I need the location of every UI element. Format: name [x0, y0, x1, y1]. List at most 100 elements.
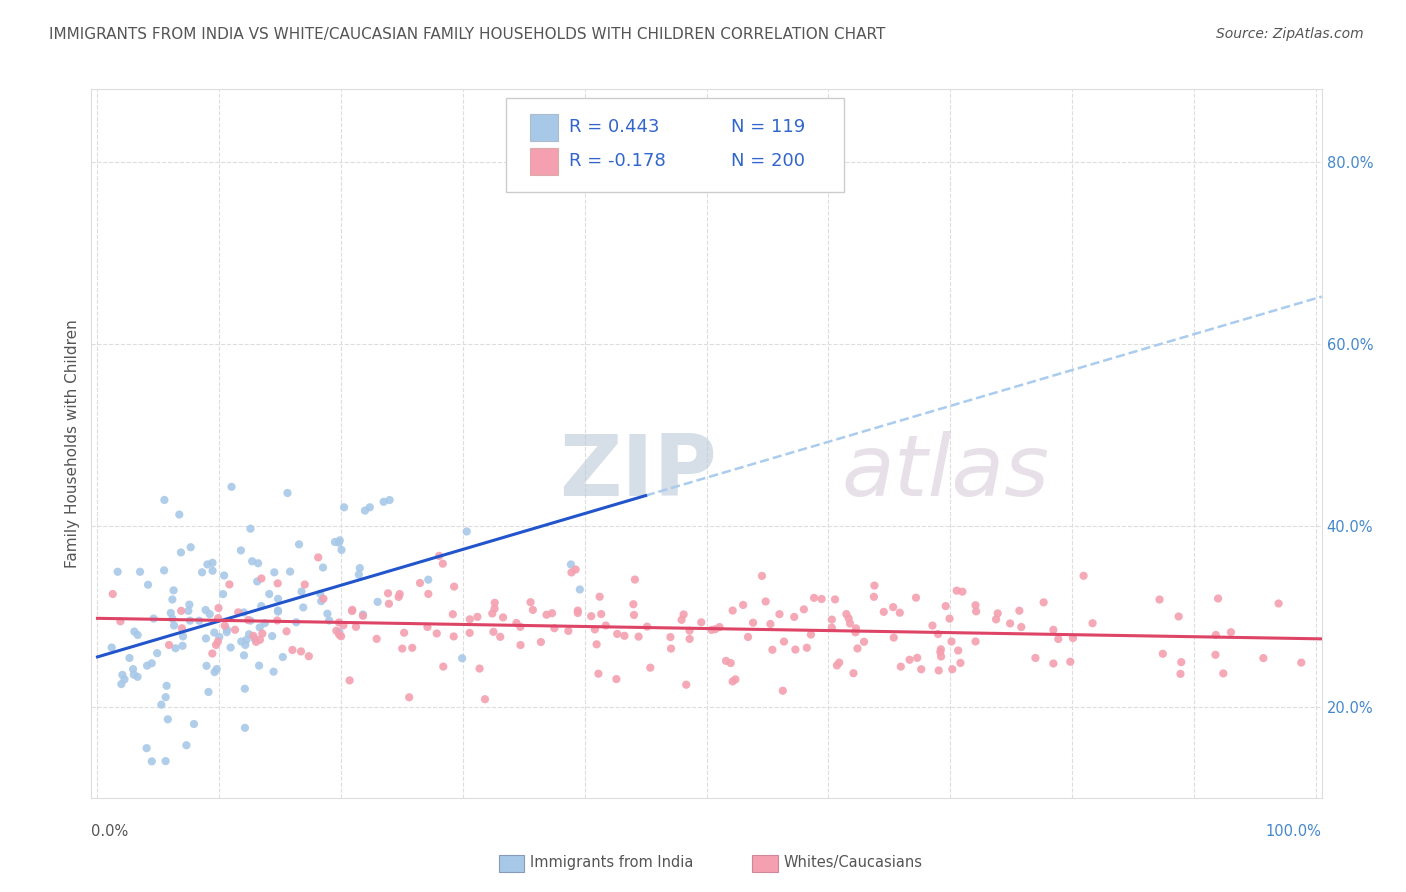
Point: [505, 615, 527, 630]
Point: [564, 562, 586, 576]
Point: [427, 549, 450, 563]
Point: [636, 619, 658, 633]
Point: [201, 556, 224, 570]
Point: [724, 673, 747, 687]
Point: [208, 630, 231, 644]
Point: [579, 609, 602, 624]
Point: [1253, 651, 1275, 665]
Text: atlas: atlas: [842, 431, 1050, 514]
Point: [678, 624, 700, 638]
Point: [250, 599, 273, 613]
Point: [905, 650, 928, 665]
Point: [543, 621, 565, 635]
Point: [468, 662, 491, 676]
Point: [194, 603, 217, 617]
Point: [170, 604, 193, 618]
Point: [671, 613, 693, 627]
Point: [401, 640, 423, 655]
Point: [451, 651, 474, 665]
Point: [509, 638, 531, 652]
Point: [853, 634, 876, 648]
Point: [941, 662, 963, 676]
Point: [378, 493, 401, 508]
Point: [846, 641, 869, 656]
Point: [221, 480, 243, 494]
Point: [316, 607, 339, 621]
Text: 100.0%: 100.0%: [1265, 824, 1322, 838]
Point: [605, 672, 627, 686]
Point: [218, 577, 240, 591]
Point: [591, 607, 613, 621]
Point: [342, 603, 364, 617]
Text: R = -0.178: R = -0.178: [569, 152, 666, 169]
Point: [180, 541, 202, 555]
Point: [325, 624, 347, 638]
Point: [904, 591, 927, 605]
Point: [1212, 666, 1234, 681]
Point: [938, 612, 960, 626]
Point: [207, 601, 229, 615]
Text: N = 200: N = 200: [731, 152, 806, 169]
Point: [761, 642, 783, 657]
Point: [155, 754, 177, 768]
Point: [235, 632, 257, 647]
Point: [202, 625, 225, 640]
Point: [1170, 655, 1192, 669]
Point: [247, 658, 270, 673]
Point: [281, 643, 304, 657]
Point: [557, 624, 579, 638]
Point: [987, 607, 1010, 621]
Point: [163, 618, 186, 632]
Point: [294, 577, 316, 591]
Point: [207, 634, 229, 648]
Point: [821, 613, 844, 627]
Point: [231, 634, 253, 648]
Point: [236, 613, 259, 627]
Point: [136, 658, 159, 673]
Point: [212, 568, 235, 582]
Point: [536, 607, 558, 622]
Point: [201, 647, 224, 661]
Point: [1167, 609, 1189, 624]
Point: [484, 601, 506, 615]
Point: [606, 627, 628, 641]
Point: [246, 574, 269, 589]
Point: [1267, 597, 1289, 611]
Point: [333, 500, 356, 515]
Point: [624, 573, 647, 587]
Point: [541, 606, 564, 620]
Point: [889, 606, 911, 620]
Point: [1152, 647, 1174, 661]
Point: [162, 592, 184, 607]
Point: [721, 674, 744, 689]
Point: [122, 667, 145, 681]
Point: [257, 587, 280, 601]
Point: [720, 656, 742, 670]
Point: [800, 627, 823, 641]
Point: [285, 615, 308, 630]
Point: [328, 627, 350, 641]
Point: [690, 615, 713, 630]
Point: [842, 666, 865, 681]
Point: [672, 607, 695, 622]
Point: [179, 614, 201, 628]
Point: [392, 625, 415, 640]
Point: [323, 535, 346, 549]
Point: [347, 567, 370, 582]
Point: [153, 563, 176, 577]
Point: [530, 635, 553, 649]
Y-axis label: Family Households with Children: Family Households with Children: [65, 319, 80, 568]
Point: [828, 656, 851, 670]
Point: [941, 634, 963, 648]
Point: [367, 595, 389, 609]
Point: [441, 607, 464, 622]
Point: [768, 607, 790, 622]
Point: [183, 717, 205, 731]
Point: [1204, 648, 1226, 662]
Point: [349, 561, 371, 575]
Point: [796, 640, 818, 655]
Point: [921, 618, 943, 632]
Text: IMMIGRANTS FROM INDIA VS WHITE/CAUCASIAN FAMILY HOUSEHOLDS WITH CHILDREN CORRELA: IMMIGRANTS FROM INDIA VS WHITE/CAUCASIAN…: [49, 27, 886, 42]
Point: [157, 638, 180, 652]
Text: Immigrants from India: Immigrants from India: [530, 855, 693, 870]
